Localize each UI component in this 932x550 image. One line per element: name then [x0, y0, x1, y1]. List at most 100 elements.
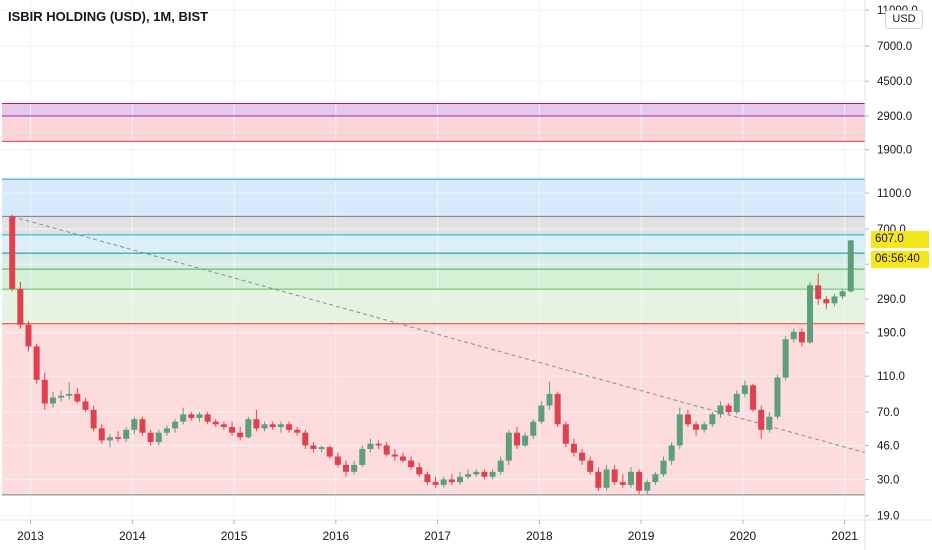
candle-body-29: [245, 419, 252, 438]
candle-body-37: [310, 445, 317, 449]
candle-body-35: [294, 429, 301, 433]
candle-body-13: [115, 437, 122, 439]
candle-body-90: [741, 385, 748, 394]
candles: [9, 214, 854, 494]
x-tick-label-4: 2017: [424, 529, 451, 543]
candle-body-21: [180, 414, 187, 422]
candle-body-3: [33, 346, 40, 380]
y-tick-label-2: 4500.0: [877, 76, 912, 88]
fib-zone-2: [2, 141, 866, 180]
x-tick-label-7: 2020: [730, 529, 757, 543]
candle-body-11: [98, 428, 105, 441]
x-tick-label-3: 2016: [322, 529, 349, 543]
candle-body-67: [554, 393, 561, 425]
candle-body-48: [399, 456, 406, 461]
candle-body-78: [644, 482, 651, 491]
y-tick-label-5: 1100.0: [877, 188, 911, 200]
fib-zone-4: [2, 216, 866, 235]
candle-body-33: [277, 424, 284, 428]
candle-body-99: [815, 285, 822, 300]
x-tick-label-1: 2014: [119, 529, 146, 543]
candle-body-58: [481, 471, 488, 477]
candle-body-15: [131, 419, 138, 430]
candle-body-53: [440, 479, 447, 485]
candle-body-28: [237, 432, 244, 438]
fib-zone-8: [2, 289, 866, 324]
candle-body-10: [90, 409, 97, 429]
candle-body-14: [123, 429, 130, 439]
candle-body-73: [603, 469, 610, 488]
candle-body-40: [334, 456, 341, 465]
currency-button[interactable]: USD: [885, 10, 923, 29]
candle-body-89: [733, 393, 740, 413]
y-tick-label-8: 290.0: [877, 294, 906, 306]
last-price-badge: 607.0: [871, 231, 929, 249]
candle-body-18: [155, 432, 162, 443]
candle-body-25: [212, 421, 219, 425]
candle-body-16: [139, 419, 146, 433]
candle-body-45: [375, 443, 382, 446]
candle-body-30: [253, 419, 260, 429]
y-tick-label-9: 190.0: [877, 328, 906, 340]
fib-zone-6: [2, 253, 866, 270]
candle-body-42: [351, 464, 358, 472]
candle-body-24: [204, 414, 211, 422]
candle-body-20: [172, 421, 179, 429]
candle-body-70: [579, 452, 586, 461]
candle-body-64: [530, 421, 537, 436]
y-tick-label-4: 1900.0: [877, 145, 912, 157]
x-axis-ticks: 2013 2014 2015 2016 2017 2018 2019 2020 2021: [17, 520, 858, 543]
candle-body-32: [269, 424, 276, 428]
candle-body-0: [9, 216, 16, 289]
candle-body-103: [847, 240, 854, 292]
y-tick-label-10: 110.0: [877, 371, 905, 383]
candle-body-50: [416, 467, 423, 475]
fib-zone-5: [2, 234, 866, 254]
candle-body-72: [595, 471, 602, 488]
candle-body-1: [17, 288, 24, 325]
candle-body-88: [725, 405, 732, 413]
candle-body-43: [359, 448, 366, 465]
fib-lines: [2, 103, 865, 496]
candle-body-94: [774, 377, 781, 417]
x-tick-label-5: 2018: [526, 529, 553, 543]
candle-body-51: [424, 474, 431, 483]
candle-body-8: [74, 393, 81, 402]
candle-body-56: [465, 474, 472, 477]
candle-body-52: [432, 482, 439, 485]
candle-body-4: [41, 379, 48, 404]
candle-body-98: [807, 285, 814, 343]
candle-body-61: [505, 432, 512, 461]
y-tick-label-12: 46.0: [877, 440, 899, 452]
grid: [0, 0, 865, 520]
candle-body-101: [831, 296, 838, 304]
x-tick-label-2: 2015: [221, 529, 248, 543]
candle-body-46: [383, 445, 390, 455]
candle-body-82: [676, 414, 683, 446]
candle-body-91: [750, 385, 757, 410]
fib-zone-7: [2, 269, 866, 290]
candle-body-87: [717, 405, 724, 415]
candle-body-55: [456, 476, 463, 483]
candle-body-83: [684, 414, 691, 425]
candle-body-7: [66, 393, 73, 396]
chart-title: ISBIR HOLDING (USD), 1M, BIST: [8, 9, 209, 24]
candle-body-84: [693, 424, 700, 430]
candle-body-102: [839, 291, 846, 297]
candle-body-76: [627, 471, 634, 485]
candle-body-47: [391, 454, 398, 457]
candle-body-92: [758, 409, 765, 430]
candle-body-2: [25, 324, 32, 347]
x-tick-label-6: 2019: [628, 529, 655, 543]
candle-body-66: [546, 393, 553, 406]
candle-body-36: [302, 432, 309, 446]
y-tick-label-14: 19.0: [877, 511, 899, 523]
candle-body-54: [448, 479, 455, 483]
candle-body-71: [587, 460, 594, 472]
candle-body-65: [538, 405, 545, 422]
y-tick-label-11: 70.0: [877, 407, 899, 419]
x-tick-label-0: 2013: [17, 529, 44, 543]
candle-body-17: [147, 432, 154, 443]
